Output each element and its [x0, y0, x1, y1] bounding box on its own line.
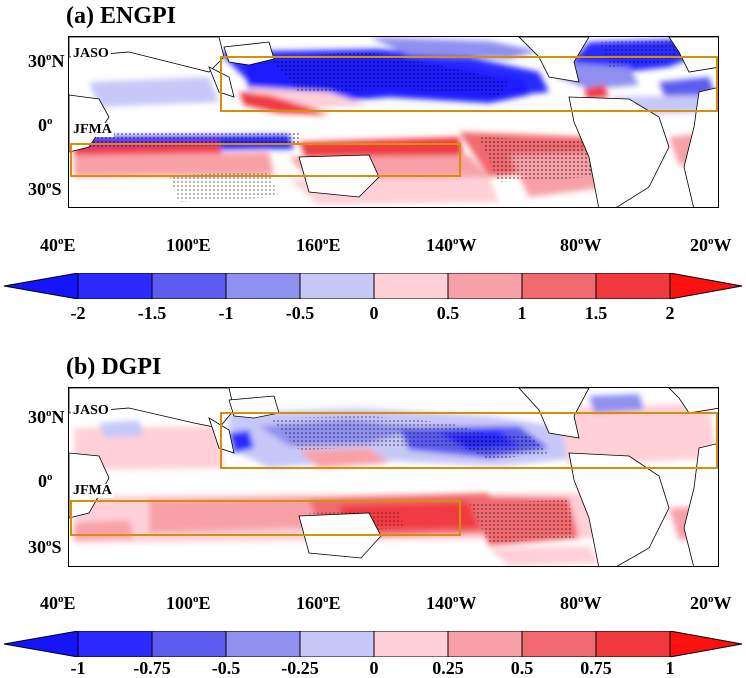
panel-a-colorbar-arrow-high: [669, 273, 743, 299]
panel-a-cb-label-0: -2: [70, 303, 86, 323]
panel-a-cb-label-4: 0: [369, 303, 379, 323]
panel-a-map: JASO JFMA: [68, 36, 719, 208]
panel-b-colorbar-bin-8: [595, 631, 671, 657]
panel-a-colorbar-bin-1: [77, 273, 153, 299]
panel-a-title: (a) ENGPI: [66, 3, 176, 29]
panel-a-xlabel-160e: 160oE: [296, 235, 341, 255]
panel-b-xlabel-160e: 160oE: [296, 593, 341, 613]
panel-b-colorbar-bin-6: [447, 631, 523, 657]
panel-a-xlabel-40e: 40oE: [40, 235, 76, 255]
panel-b-cb-label-5: 0.25: [432, 658, 464, 678]
panel-b-title: (b) DGPI: [66, 354, 162, 380]
panel-b-cb-label-2: -0.5: [211, 658, 241, 678]
panel-a-colorbar: [3, 273, 743, 299]
panel-a-cb-label-7: 1.5: [584, 303, 608, 323]
panel-b-ylabel-30n: 30oN: [28, 407, 65, 427]
panel-a-xlabel-100e: 100oE: [166, 235, 211, 255]
panel-b-colorbar-bin-2: [151, 631, 227, 657]
panel-b-cb-label-7: 0.75: [580, 658, 612, 678]
panel-b-cb-label-4: 0: [369, 658, 379, 678]
panel-b-colorbar-bin-5: [373, 631, 449, 657]
panel-b-xlabel-80w: 80oW: [560, 593, 602, 613]
panel-b-colorbar-bin-3: [225, 631, 301, 657]
panel-a-cb-label-1: -1.5: [137, 303, 167, 323]
panel-b-cb-label-0: -1: [70, 658, 86, 678]
panel-a-cb-label-5: 0.5: [436, 303, 460, 323]
panel-b-xlabel-140w: 140oW: [426, 593, 477, 613]
panel-a-colorbar-bin-5: [373, 273, 449, 299]
panel-b-xlabel-40e: 40oE: [40, 593, 76, 613]
panel-a-xlabel-80w: 80oW: [560, 235, 602, 255]
panel-b-colorbar-arrow-high: [669, 631, 743, 657]
panel-a-colorbar-bin-7: [521, 273, 597, 299]
panel-b-xlabel-20w: 20oW: [690, 593, 732, 613]
panel-b-cb-label-3: -0.25: [281, 658, 319, 678]
panel-a-ylabel-0: 0o: [38, 115, 53, 135]
panel-a-ylabel-30s: 30oS: [28, 179, 62, 199]
panel-a-ylabel-30n: 30oN: [28, 51, 65, 71]
panel-b-ylabel-30s: 30oS: [28, 537, 62, 557]
panel-a-xlabel-140w: 140oW: [426, 235, 477, 255]
panel-b-field: [69, 388, 718, 566]
panel-b-cb-label-6: 0.5: [510, 658, 534, 678]
panel-a-cb-label-8: 2: [665, 303, 675, 323]
panel-b-season-jfma: JFMA: [71, 483, 114, 498]
panel-b-season-jaso: JASO: [71, 403, 111, 418]
panel-a-season-jaso: JASO: [71, 46, 111, 61]
panel-a-colorbar-bin-6: [447, 273, 523, 299]
panel-a-cb-label-2: -1: [218, 303, 234, 323]
panel-b-map: JASO JFMA: [68, 387, 719, 567]
panel-b-colorbar-bin-1: [77, 631, 153, 657]
panel-a-field: [69, 37, 718, 207]
panel-a-season-jfma: JFMA: [71, 122, 114, 137]
panel-b-colorbar-bin-4: [299, 631, 375, 657]
panel-b-xlabel-100e: 100oE: [166, 593, 211, 613]
panel-b-cb-label-1: -0.75: [133, 658, 171, 678]
panel-b-colorbar-arrow-low: [3, 631, 79, 657]
panel-a-colorbar-bin-8: [595, 273, 671, 299]
panel-a-cb-label-6: 1: [517, 303, 527, 323]
panel-b-ylabel-0: 0o: [38, 471, 53, 491]
panel-b-colorbar: [3, 631, 743, 657]
panel-a-colorbar-bin-3: [225, 273, 301, 299]
panel-a-colorbar-bin-4: [299, 273, 375, 299]
panel-a-colorbar-arrow-low: [3, 273, 79, 299]
panel-a-cb-label-3: -0.5: [285, 303, 315, 323]
panel-a-xlabel-20w: 20oW: [690, 235, 732, 255]
panel-b-cb-label-8: 1: [665, 658, 675, 678]
panel-b-colorbar-bin-7: [521, 631, 597, 657]
panel-a-colorbar-bin-2: [151, 273, 227, 299]
